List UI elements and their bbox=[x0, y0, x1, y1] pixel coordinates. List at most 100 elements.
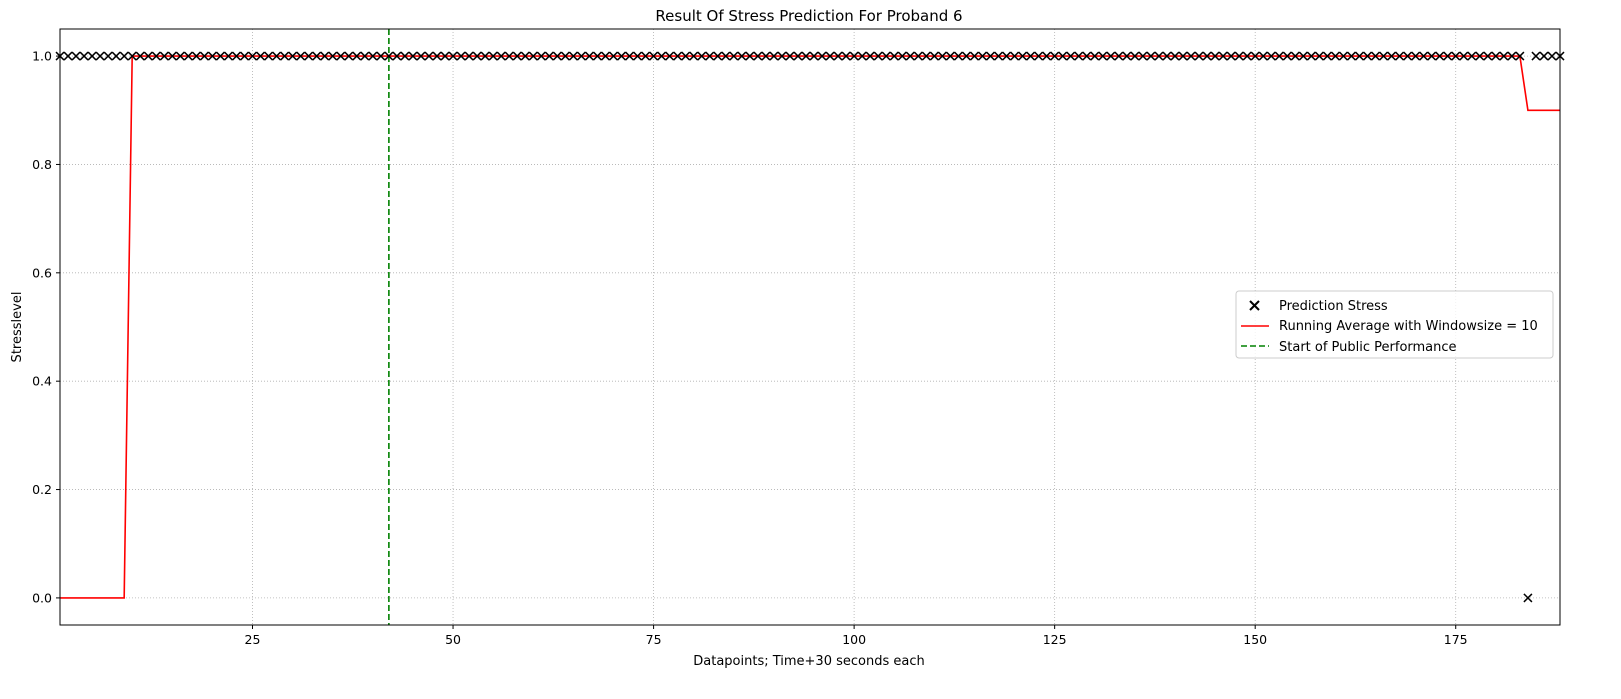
y-tick-label: 0.4 bbox=[32, 374, 52, 389]
prediction-marker-stroke bbox=[480, 51, 490, 61]
prediction-marker bbox=[1274, 51, 1284, 61]
prediction-marker-stroke bbox=[103, 51, 113, 61]
prediction-marker bbox=[1395, 51, 1405, 61]
prediction-marker-stroke bbox=[689, 51, 699, 61]
prediction-marker bbox=[624, 51, 635, 61]
prediction-marker bbox=[1475, 51, 1485, 61]
prediction-marker bbox=[993, 51, 1004, 61]
prediction-marker bbox=[1539, 51, 1549, 61]
prediction-marker bbox=[1122, 51, 1132, 61]
prediction-marker-stroke bbox=[953, 51, 963, 61]
prediction-marker bbox=[737, 51, 747, 61]
prediction-marker-stroke bbox=[344, 51, 354, 61]
prediction-marker-stroke bbox=[536, 51, 546, 61]
prediction-marker bbox=[87, 51, 97, 61]
prediction-marker bbox=[1515, 51, 1525, 61]
prediction-marker-stroke bbox=[552, 51, 562, 61]
prediction-marker-stroke bbox=[191, 51, 201, 61]
prediction-marker-stroke bbox=[151, 51, 161, 61]
prediction-marker bbox=[464, 51, 474, 61]
prediction-marker-stroke bbox=[504, 51, 514, 61]
prediction-marker bbox=[536, 51, 546, 61]
prediction-marker-stroke bbox=[568, 51, 578, 61]
prediction-marker-stroke bbox=[1338, 51, 1348, 61]
prediction-marker bbox=[63, 51, 73, 61]
prediction-marker-stroke bbox=[1451, 51, 1461, 61]
prediction-marker bbox=[753, 51, 763, 61]
x-axis-ticks: 25 50 75 100 125 150 175 bbox=[245, 625, 1468, 647]
prediction-marker-stroke bbox=[1018, 51, 1028, 61]
prediction-marker bbox=[1547, 51, 1557, 61]
prediction-marker bbox=[1010, 51, 1020, 61]
prediction-marker bbox=[1491, 51, 1501, 61]
prediction-marker bbox=[135, 51, 145, 61]
prediction-marker bbox=[1250, 51, 1260, 61]
prediction-marker bbox=[913, 51, 923, 61]
prediction-marker-stroke bbox=[1114, 51, 1124, 61]
prediction-marker bbox=[1306, 51, 1316, 61]
prediction-marker-stroke bbox=[71, 51, 81, 61]
prediction-marker bbox=[1258, 51, 1268, 61]
prediction-marker-stroke bbox=[1298, 51, 1308, 61]
prediction-marker bbox=[568, 51, 578, 61]
prediction-marker bbox=[143, 51, 153, 61]
prediction-marker bbox=[239, 51, 250, 61]
prediction-marker-stroke bbox=[1314, 51, 1324, 61]
prediction-marker-stroke bbox=[801, 51, 811, 61]
prediction-marker-stroke bbox=[1178, 51, 1188, 61]
prediction-marker-stroke bbox=[87, 51, 97, 61]
prediction-marker-stroke bbox=[1162, 51, 1172, 61]
prediction-marker bbox=[1298, 51, 1308, 61]
prediction-marker-stroke bbox=[1001, 51, 1012, 61]
prediction-marker bbox=[1202, 51, 1212, 61]
prediction-marker-stroke bbox=[368, 51, 378, 61]
prediction-marker bbox=[1354, 51, 1364, 61]
prediction-marker bbox=[945, 51, 955, 61]
prediction-marker-stroke bbox=[777, 51, 787, 61]
prediction-marker bbox=[825, 51, 835, 61]
prediction-marker bbox=[424, 51, 434, 61]
prediction-marker bbox=[264, 51, 274, 61]
prediction-marker bbox=[1523, 593, 1533, 603]
prediction-marker bbox=[159, 51, 169, 61]
prediction-marker-stroke bbox=[817, 51, 827, 61]
prediction-marker bbox=[175, 51, 185, 61]
prediction-marker-stroke bbox=[1186, 51, 1196, 61]
plot-frame bbox=[59, 28, 1561, 626]
prediction-marker bbox=[1427, 51, 1437, 61]
prediction-marker-stroke bbox=[143, 51, 153, 61]
prediction-marker bbox=[1362, 51, 1373, 61]
prediction-marker bbox=[761, 51, 771, 61]
prediction-marker bbox=[1411, 51, 1421, 61]
prediction-marker bbox=[592, 51, 602, 61]
prediction-marker bbox=[657, 51, 667, 61]
prediction-marker-stroke bbox=[1250, 51, 1260, 61]
prediction-marker bbox=[199, 51, 209, 61]
prediction-marker bbox=[1178, 51, 1188, 61]
prediction-marker bbox=[1074, 51, 1084, 61]
prediction-marker-stroke bbox=[1202, 51, 1212, 61]
prediction-marker-stroke bbox=[905, 51, 915, 61]
prediction-marker bbox=[1210, 51, 1220, 61]
prediction-marker bbox=[1066, 51, 1076, 61]
prediction-marker bbox=[488, 51, 498, 61]
prediction-marker bbox=[1042, 51, 1052, 61]
prediction-marker bbox=[1050, 51, 1060, 61]
prediction-marker-stroke bbox=[825, 51, 835, 61]
prediction-marker bbox=[1314, 51, 1324, 61]
prediction-marker bbox=[1186, 51, 1196, 61]
prediction-marker bbox=[961, 51, 971, 61]
legend: Prediction Stress Running Average with W… bbox=[1235, 290, 1554, 359]
prediction-marker bbox=[576, 51, 586, 61]
prediction-marker bbox=[360, 51, 370, 61]
prediction-marker-stroke bbox=[608, 51, 619, 61]
prediction-marker-stroke bbox=[400, 51, 410, 61]
prediction-marker-stroke bbox=[1234, 51, 1244, 61]
prediction-marker bbox=[1483, 51, 1493, 61]
prediction-marker bbox=[1403, 51, 1413, 61]
prediction-marker-stroke bbox=[873, 51, 883, 61]
prediction-marker bbox=[1370, 51, 1381, 61]
prediction-marker bbox=[304, 51, 314, 61]
prediction-marker bbox=[448, 51, 458, 61]
